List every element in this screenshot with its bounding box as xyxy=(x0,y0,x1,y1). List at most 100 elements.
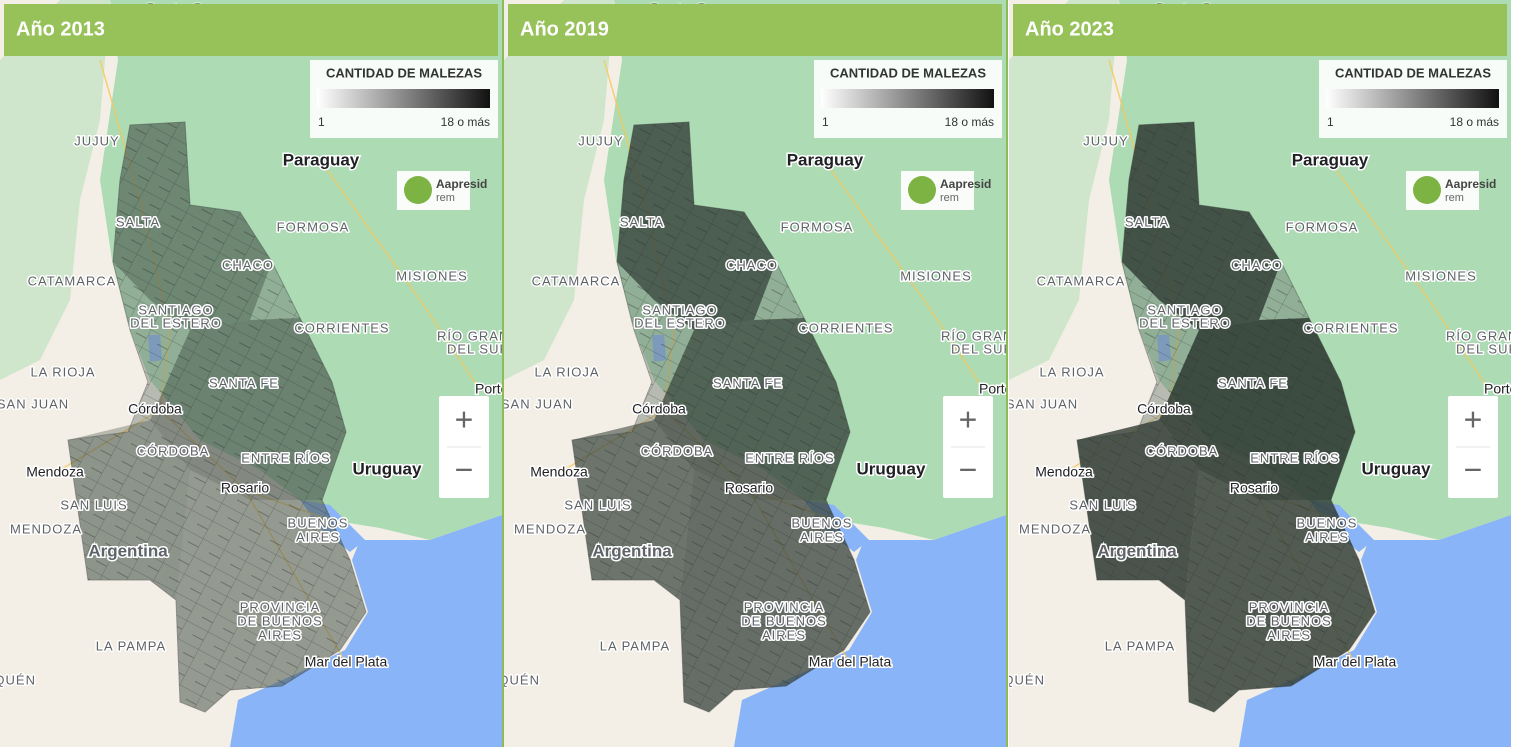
map-label: FORMOSA xyxy=(277,219,350,234)
map-label: DEL SUR xyxy=(951,341,1014,356)
map-label: CORRIENTES xyxy=(1303,320,1398,335)
map-label: CHACO xyxy=(726,257,778,272)
ocean xyxy=(230,515,502,747)
map-label: PROVINCIA xyxy=(744,599,825,614)
legend-max: 18 o más xyxy=(1450,115,1499,129)
map-label: Mar del Plata xyxy=(305,654,388,670)
map-label: CORRIENTES xyxy=(294,320,389,335)
logo-name: Aapresid xyxy=(436,177,487,191)
logo-icon xyxy=(908,176,936,204)
map-label: Mendoza xyxy=(1035,464,1093,480)
county-borders xyxy=(1077,122,1375,712)
map-panel: Santa Cruzde la SierraParaguayJUJUYSALTA… xyxy=(468,0,1056,747)
map-label: Paraguay xyxy=(1292,150,1369,169)
map-label: AIRES xyxy=(762,627,806,642)
map-panel: Santa Cruzde la SierraParaguayJUJUYSALTA… xyxy=(0,0,502,747)
map-label: ENTRE RÍOS xyxy=(1250,450,1339,465)
zoom-in[interactable]: + xyxy=(1464,401,1483,437)
map-label: AIRES xyxy=(1305,529,1349,544)
map-label: BUENOS xyxy=(1297,515,1358,530)
zoom-in[interactable]: + xyxy=(959,401,978,437)
legend-gradient xyxy=(1326,89,1499,108)
map-label: SANTA FE xyxy=(713,375,783,390)
map-label: Mar del Plata xyxy=(1314,654,1397,670)
map-panel: Santa Cruzde la SierraParaguayJUJUYSALTA… xyxy=(1009,0,1513,747)
map-label: SANTIAGO xyxy=(138,302,213,317)
map-label: AIRES xyxy=(800,529,844,544)
logo-icon xyxy=(404,176,432,204)
panel-divider xyxy=(502,0,504,747)
map-label: Rosario xyxy=(221,480,269,496)
map-label: DEL ESTERO xyxy=(1139,315,1231,330)
map-label: LA PAMPA xyxy=(96,638,166,653)
map-label: SANTIAGO xyxy=(1147,302,1222,317)
legend-max: 18 o más xyxy=(945,115,994,129)
legend-min: 1 xyxy=(318,115,325,129)
map-label: RÍO GRANDE xyxy=(941,328,1033,343)
map-label: SAN LUIS xyxy=(564,497,631,512)
legend-title: CANTIDAD DE MALEZAS xyxy=(326,65,482,80)
green-andes xyxy=(504,0,614,380)
map-label: ENTRE RÍOS xyxy=(241,450,330,465)
logo-icon xyxy=(1413,176,1441,204)
map-label: AIRES xyxy=(296,529,340,544)
map-label: LA RIOJA xyxy=(30,364,95,379)
logo-sub: rem xyxy=(940,192,959,204)
map-label: Mendoza xyxy=(530,464,588,480)
logo-name: Aapresid xyxy=(1445,177,1496,191)
map-label: LA RIOJA xyxy=(1039,364,1104,379)
map-label: NEUQUÉN xyxy=(468,672,540,687)
panel-title: Año 2023 xyxy=(1025,18,1114,40)
map-label: Córdoba xyxy=(128,401,182,417)
county-borders xyxy=(572,122,870,712)
zoom-out[interactable]: − xyxy=(1464,451,1483,487)
legend-gradient xyxy=(821,89,994,108)
title-bar xyxy=(1013,4,1507,56)
map-label: MENDOZA xyxy=(1019,521,1091,536)
zoom-out[interactable]: − xyxy=(455,451,474,487)
zoom-out[interactable]: − xyxy=(959,451,978,487)
map-label: MENDOZA xyxy=(10,521,82,536)
map-label: CATAMARCA xyxy=(28,273,117,288)
map-label: SANTA FE xyxy=(1218,375,1288,390)
map-label: PROVINCIA xyxy=(1249,599,1330,614)
map-label: SANTA FE xyxy=(209,375,279,390)
legend-max: 18 o más xyxy=(441,115,490,129)
map-label: SAN LUIS xyxy=(60,497,127,512)
map-label: CHACO xyxy=(1231,257,1283,272)
map-label: Argentina xyxy=(1097,541,1177,560)
map-label: Porto Alegre xyxy=(1484,381,1513,397)
county-borders xyxy=(68,122,366,712)
panel-title: Año 2013 xyxy=(16,18,105,40)
legend-min: 1 xyxy=(822,115,829,129)
map-label: RÍO GRANDE xyxy=(1446,328,1513,343)
map-label: Argentina xyxy=(88,541,168,560)
map-label: LA PAMPA xyxy=(600,638,670,653)
map-label: Córdoba xyxy=(632,401,686,417)
map-label: NEUQUÉN xyxy=(0,672,36,687)
map-label: MISIONES xyxy=(1405,268,1477,283)
map-label: FORMOSA xyxy=(781,219,854,234)
logo-name: Aapresid xyxy=(940,177,991,191)
map-label: SAN JUAN xyxy=(0,396,69,411)
map-label: CORRIENTES xyxy=(798,320,893,335)
map-label: Rosario xyxy=(725,480,773,496)
ocean xyxy=(1239,515,1511,747)
map-label: MENDOZA xyxy=(514,521,586,536)
map-label: Porto Alegre xyxy=(979,381,1056,397)
map-label: SAN LUIS xyxy=(1069,497,1136,512)
map-label: CATAMARCA xyxy=(1037,273,1126,288)
map-label: Córdoba xyxy=(1137,401,1191,417)
map-label: JUJUY xyxy=(1083,133,1128,148)
legend-gradient xyxy=(317,89,490,108)
panel-title: Año 2019 xyxy=(520,18,609,40)
green-andes xyxy=(1009,0,1119,380)
zoom-in[interactable]: + xyxy=(455,401,474,437)
map-label: CÓRDOBA xyxy=(1146,443,1219,458)
map-label: JUJUY xyxy=(74,133,119,148)
map-label: Argentina xyxy=(592,541,672,560)
map-label: MISIONES xyxy=(396,268,468,283)
map-label: CHACO xyxy=(222,257,274,272)
